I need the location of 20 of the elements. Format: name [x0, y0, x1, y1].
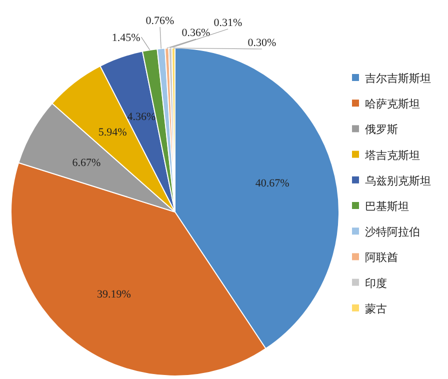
legend-label: 印度 [365, 276, 387, 290]
data-label: 40.67% [255, 178, 290, 190]
legend-label: 塔吉克斯坦 [364, 148, 420, 162]
data-label: 39.19% [96, 288, 131, 300]
data-label: 0.31% [214, 17, 242, 29]
data-label: 0.76% [146, 15, 174, 27]
data-label: 6.67% [72, 156, 101, 169]
legend-label: 阿联酋 [365, 252, 398, 264]
data-label: 0.30% [248, 37, 276, 49]
legend-label: 蒙古 [365, 302, 387, 316]
legend-label: 巴基斯坦 [365, 200, 409, 213]
legend-label: 乌兹别克斯坦 [365, 174, 431, 188]
legend-label: 沙特阿拉伯 [365, 226, 420, 239]
data-label: 4.36% [127, 111, 156, 124]
data-label: 0.36% [182, 27, 210, 39]
data-label: 5.94% [98, 126, 127, 139]
legend-label: 俄罗斯 [365, 123, 398, 136]
data-label: 1.45% [112, 32, 140, 44]
legend-label: 吉尔吉斯斯坦 [365, 72, 431, 85]
legend-label: 哈萨克斯坦 [365, 98, 420, 111]
